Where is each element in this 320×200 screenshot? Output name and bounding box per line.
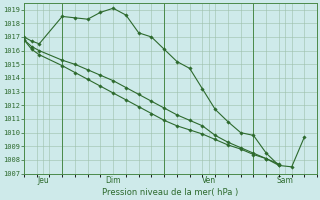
X-axis label: Pression niveau de la mer( hPa ): Pression niveau de la mer( hPa ): [102, 188, 239, 197]
